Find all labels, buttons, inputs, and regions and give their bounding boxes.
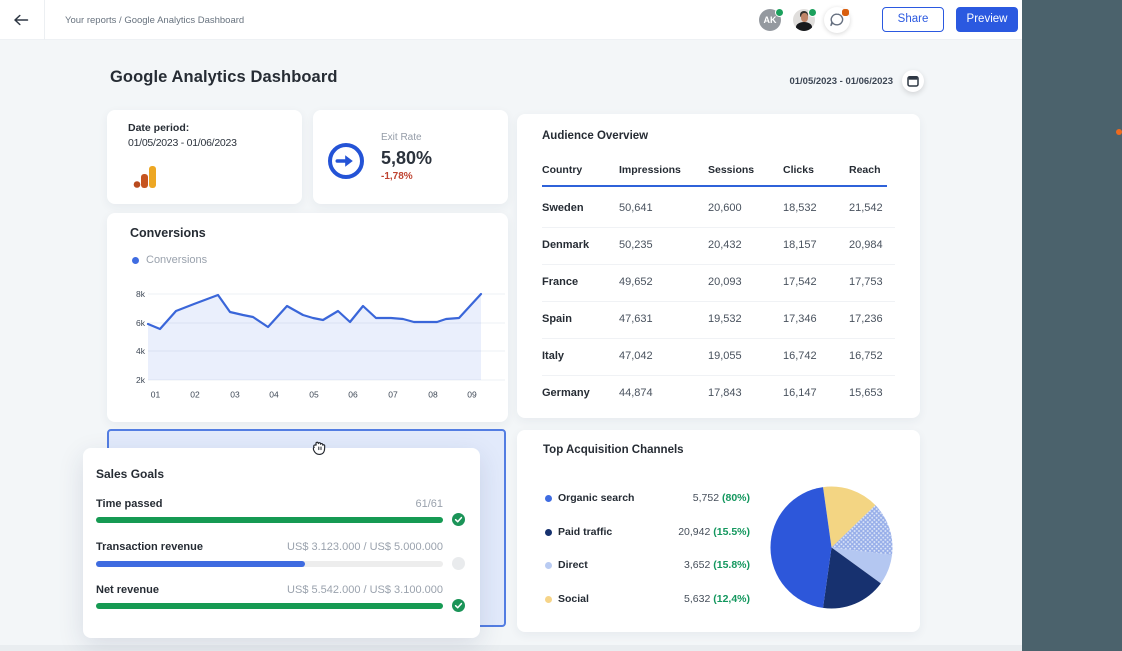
svg-text:2k: 2k (136, 375, 146, 385)
svg-text:8k: 8k (136, 289, 146, 299)
svg-text:02: 02 (190, 390, 200, 400)
svg-text:04: 04 (269, 390, 279, 400)
svg-text:4k: 4k (136, 346, 146, 356)
svg-text:06: 06 (348, 390, 358, 400)
svg-text:05: 05 (309, 390, 319, 400)
svg-text:08: 08 (428, 390, 438, 400)
svg-text:03: 03 (230, 390, 240, 400)
svg-text:07: 07 (388, 390, 398, 400)
svg-text:09: 09 (467, 390, 477, 400)
svg-text:6k: 6k (136, 318, 146, 328)
svg-text:01: 01 (151, 390, 161, 400)
